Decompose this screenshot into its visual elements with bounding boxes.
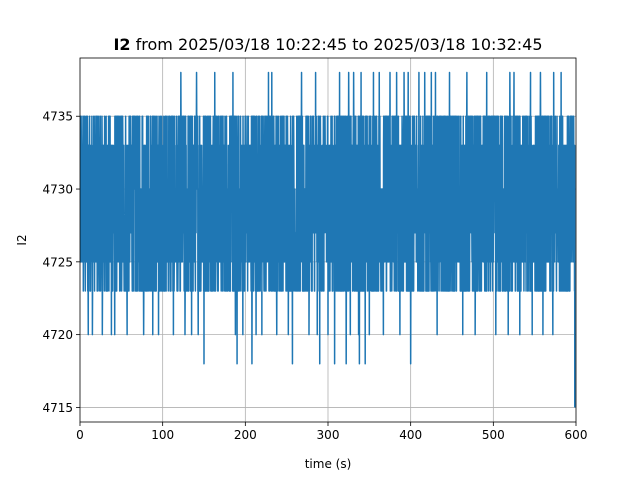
series-line (80, 71, 576, 408)
series-group (80, 71, 576, 408)
x-tick-label: 600 (565, 428, 588, 442)
y-axis-label: I2 (15, 234, 29, 245)
y-tick-label: 4730 (42, 183, 73, 197)
y-tick-label: 4720 (42, 328, 73, 342)
y-tick-label: 4725 (42, 255, 73, 269)
y-axis: 4715 4720 4725 4730 4735 (42, 110, 80, 415)
chart-title: I2 from 2025/03/18 10:22:45 to 2025/03/1… (113, 35, 542, 54)
plot-area (80, 71, 576, 408)
x-tick-label: 200 (234, 428, 257, 442)
x-tick-label: 100 (151, 428, 174, 442)
y-tick-label: 4735 (42, 110, 73, 124)
x-tick-label: 500 (482, 428, 505, 442)
chart-title-rest: from 2025/03/18 10:22:45 to 2025/03/18 1… (131, 35, 543, 54)
x-tick-label: 300 (317, 428, 340, 442)
x-axis-label: time (s) (305, 457, 352, 471)
chart-title-bold: I2 (113, 35, 130, 54)
x-tick-label: 400 (399, 428, 422, 442)
x-tick-label: 0 (76, 428, 84, 442)
x-axis: 0 100 200 300 400 500 600 (76, 422, 587, 442)
y-tick-label: 4715 (42, 401, 73, 415)
